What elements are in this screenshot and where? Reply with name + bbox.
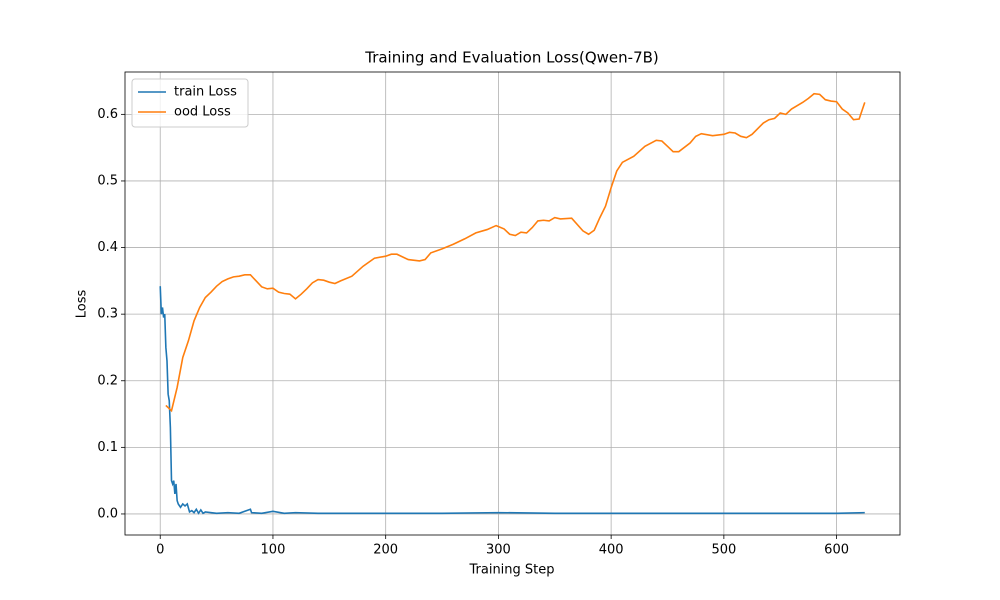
x-axis-label: Training Step <box>468 563 554 578</box>
legend-box <box>131 78 249 128</box>
x-tick-label: 300 <box>486 543 511 558</box>
x-tick-label: 400 <box>599 543 624 558</box>
y-tick-label: 0.1 <box>97 440 118 455</box>
y-axis-label: Loss <box>75 290 90 319</box>
x-tick-label: 0 <box>156 543 164 558</box>
x-tick-label: 100 <box>261 543 286 558</box>
y-tick-label: 0.0 <box>97 506 118 521</box>
legend-label: train Loss <box>174 85 237 100</box>
legend-label: ood Loss <box>174 105 231 120</box>
y-tick-label: 0.3 <box>97 307 118 322</box>
y-tick-label: 0.6 <box>97 107 118 122</box>
chart-title: Training and Evaluation Loss(Qwen-7B) <box>364 49 659 67</box>
line-series <box>159 286 865 515</box>
y-tick-label: 0.5 <box>97 173 118 188</box>
y-tick-label: 0.4 <box>97 240 118 255</box>
x-tick-label: 600 <box>824 543 849 558</box>
y-tick-label: 0.2 <box>97 373 118 388</box>
plot-frame <box>124 71 901 536</box>
x-tick-label: 200 <box>373 543 398 558</box>
x-tick-label: 500 <box>711 543 736 558</box>
line-series <box>165 92 866 413</box>
